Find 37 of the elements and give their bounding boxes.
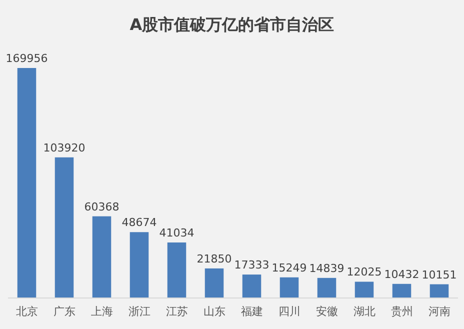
chart-title: A股市值破万亿的省市自治区 [130,15,334,34]
x-tick-label: 河南 [428,305,450,318]
data-label: 41034 [159,226,194,240]
bar [54,157,74,298]
bar [430,284,449,298]
x-tick-label: 上海 [90,305,113,318]
data-label: 103920 [43,141,86,154]
data-label: 60368 [84,200,120,214]
data-label: 10151 [422,268,457,282]
data-label: 169956 [6,52,48,65]
x-tick-label: 江苏 [166,305,188,318]
data-label: 14839 [309,262,344,275]
x-tick-label: 山东 [203,305,226,318]
bar [167,242,186,298]
bar [317,278,336,298]
x-tick-label: 北京 [16,305,38,318]
data-label: 48674 [122,216,157,230]
x-tick-label: 浙江 [128,305,150,318]
data-label: 17333 [234,258,270,272]
x-tick-label: 四川 [278,305,300,318]
bar [92,216,112,298]
bar [242,274,262,298]
bar [204,268,224,298]
data-label: 12025 [346,266,382,279]
x-tick-label: 湖北 [353,305,376,318]
x-tick-label: 安徽 [316,305,338,318]
bar [280,277,299,298]
data-label: 10432 [384,268,420,281]
x-tick-label: 广东 [53,305,76,318]
x-tick-label: 福建 [240,305,263,318]
bar [392,284,412,298]
bar [354,282,374,298]
bar [130,232,149,298]
bar [17,68,36,298]
x-tick-label: 贵州 [390,305,413,318]
data-label: 21850 [196,252,232,266]
data-label: 15249 [272,261,307,274]
